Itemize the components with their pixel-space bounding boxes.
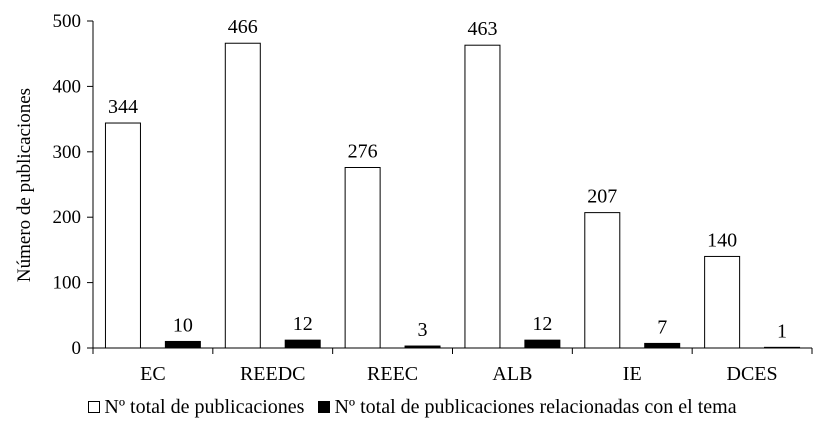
- data-label-total: 344: [108, 96, 138, 118]
- bar-related: [764, 346, 801, 349]
- x-tick-label: REEC: [367, 363, 418, 385]
- legend-label-related: Nº total de publicaciones relacionadas c…: [334, 395, 737, 418]
- y-tick-label: 300: [53, 142, 82, 163]
- x-tick-label: EC: [140, 363, 166, 385]
- y-tick-label: 200: [53, 207, 82, 228]
- data-label-related: 3: [418, 319, 428, 341]
- y-tick-label: 100: [53, 273, 82, 294]
- bar-total: [584, 212, 621, 349]
- bars: [104, 42, 801, 349]
- x-tick-label: REEDC: [240, 363, 306, 385]
- bar-total: [104, 122, 141, 349]
- x-tick-label: ALB: [492, 363, 532, 385]
- bar-total: [344, 166, 381, 349]
- y-tick-label: 400: [53, 76, 82, 97]
- y-axis-title: Número de publicaciones: [14, 88, 35, 282]
- data-label-total: 140: [707, 229, 737, 251]
- bar-related: [524, 339, 561, 349]
- legend: Nº total de publicaciones Nº total de pu…: [0, 393, 825, 421]
- data-labels: 344 466 276 463 207 140 10 12 3 12 7 1: [108, 16, 787, 342]
- legend-swatch-total: [88, 401, 101, 413]
- data-label-related: 1: [777, 320, 787, 342]
- data-label-related: 12: [532, 313, 552, 335]
- data-label-related: 12: [293, 313, 313, 335]
- bar-total: [224, 42, 261, 349]
- data-label-total: 463: [467, 18, 497, 40]
- legend-swatch-related: [318, 401, 331, 413]
- bar-related: [404, 345, 441, 349]
- x-tick-label: IE: [623, 363, 642, 385]
- bar-total: [464, 44, 501, 349]
- legend-item-related: Nº total de publicaciones relacionadas c…: [318, 395, 737, 419]
- y-axis: 0 100 200 300 400 500: [53, 11, 94, 359]
- bar-related: [284, 339, 321, 349]
- y-tick-label: 0: [72, 338, 82, 359]
- y-tick-label: 500: [53, 11, 82, 32]
- data-label-total: 207: [587, 186, 617, 208]
- data-label-total: 466: [228, 16, 258, 38]
- data-label-total: 276: [348, 140, 378, 162]
- bar-total: [704, 255, 741, 349]
- legend-item-total: Nº total de publicaciones: [88, 396, 304, 419]
- data-label-related: 10: [173, 314, 193, 336]
- bar-related: [164, 340, 201, 349]
- legend-label-total: Nº total de publicaciones: [104, 395, 305, 418]
- data-label-related: 7: [657, 316, 667, 338]
- x-tick-label: DCES: [727, 363, 778, 385]
- x-axis: EC REEDC REEC ALB IE DCES: [92, 347, 813, 385]
- bar-related: [644, 342, 681, 349]
